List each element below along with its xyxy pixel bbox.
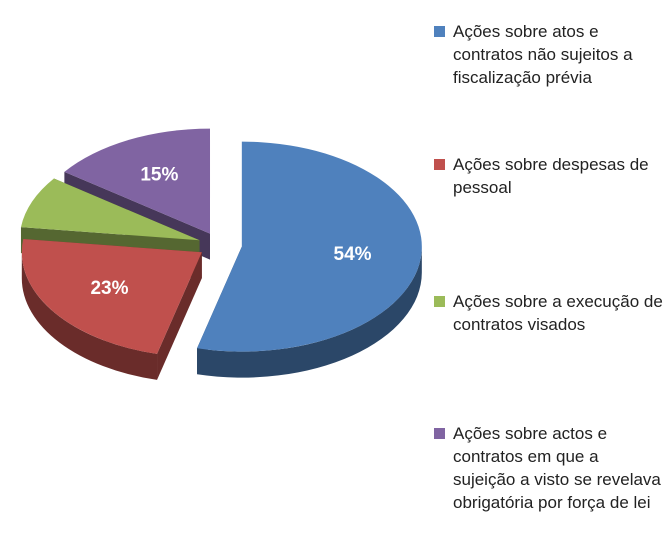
legend-item: Ações sobre a execução de contratos visa…	[434, 290, 664, 336]
data-label: 23%	[90, 278, 128, 299]
legend-label: Ações sobre a execução de contratos visa…	[453, 292, 663, 334]
slice	[21, 239, 202, 354]
slice-side	[21, 252, 158, 380]
legend-swatch	[434, 26, 445, 37]
legend-label: Ações sobre despesas de pessoal	[453, 155, 649, 197]
legend-swatch	[434, 159, 445, 170]
slice	[64, 128, 211, 234]
slice	[197, 141, 422, 352]
legend-item: Ações sobre atos e contratos não sujeito…	[434, 20, 664, 89]
slice-side	[157, 252, 202, 380]
legend-swatch	[434, 296, 445, 307]
legend-label: Ações sobre actos e contratos em que a s…	[453, 424, 661, 512]
legend-item: Ações sobre despesas de pessoal	[434, 153, 664, 199]
legend-item: Ações sobre actos e contratos em que a s…	[434, 422, 664, 514]
slice-side	[197, 246, 422, 378]
pie-area: 54%23%8%15%	[20, 128, 422, 380]
data-label: 54%	[334, 244, 372, 265]
legend-label: Ações sobre atos e contratos não sujeito…	[453, 22, 633, 87]
slice	[20, 178, 200, 241]
legend-swatch	[434, 428, 445, 439]
data-label: 15%	[140, 165, 178, 186]
